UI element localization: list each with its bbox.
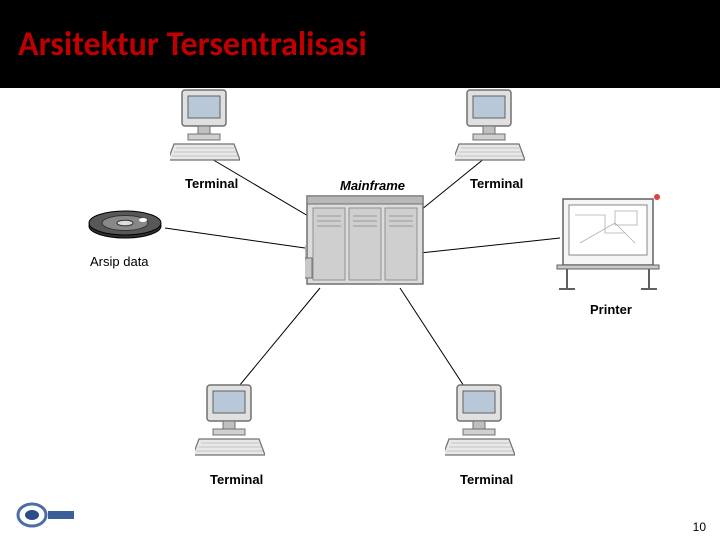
terminal-icon	[445, 383, 515, 463]
label-mainframe: Mainframe	[340, 178, 405, 193]
node-terminal-top-left	[170, 88, 240, 173]
terminal-icon	[455, 88, 525, 168]
node-terminal-top-right	[455, 88, 525, 173]
terminal-icon	[195, 383, 265, 463]
printer-icon	[555, 193, 665, 293]
node-printer	[555, 193, 665, 298]
mainframe-icon	[305, 186, 425, 296]
node-mainframe	[305, 186, 425, 301]
slide-header: Arsitektur Tersentralisasi	[0, 0, 720, 88]
disk-icon	[85, 206, 165, 246]
node-arsip-data	[85, 206, 165, 251]
logo-icon	[16, 501, 76, 529]
label-terminal-bl: Terminal	[210, 472, 263, 487]
footer-logo	[16, 501, 76, 534]
network-diagram: Mainframe Terminal Terminal Terminal Ter…	[0, 88, 720, 508]
label-printer: Printer	[590, 302, 632, 317]
label-terminal-tr: Terminal	[470, 176, 523, 191]
page-number: 10	[693, 520, 706, 534]
label-arsip: Arsip data	[90, 254, 149, 269]
label-terminal-tl: Terminal	[185, 176, 238, 191]
node-terminal-bottom-left	[195, 383, 265, 468]
label-terminal-br: Terminal	[460, 472, 513, 487]
node-terminal-bottom-right	[445, 383, 515, 468]
slide-title: Arsitektur Tersentralisasi	[18, 24, 367, 65]
terminal-icon	[170, 88, 240, 168]
